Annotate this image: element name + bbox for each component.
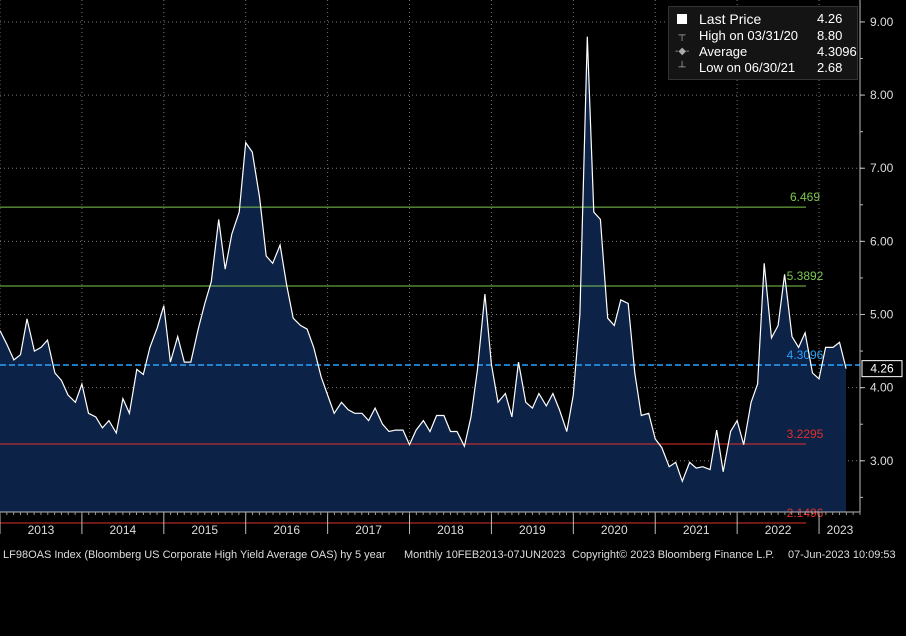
x-tick-label: 2018 xyxy=(437,523,464,537)
line-layer xyxy=(0,36,847,484)
x-tick-label: 2020 xyxy=(601,523,628,537)
y-tick-label: 7.00 xyxy=(870,161,894,175)
legend-average: -◆- Average 4.3096 xyxy=(675,44,857,60)
y-axis: 3.00 4.00 5.00 6.00 7.00 8.00 9.00 4.26 xyxy=(859,0,903,512)
legend-high-value: 8.80 xyxy=(817,28,843,43)
x-tick-label: 2013 xyxy=(28,523,55,537)
x-tick-label: 2014 xyxy=(110,523,137,537)
x-tick-label: 2019 xyxy=(519,523,546,537)
area-layer xyxy=(0,36,847,512)
legend-last-price: Last Price 4.26 xyxy=(675,11,851,27)
legend-square-icon xyxy=(675,11,689,27)
x-tick-label: 2023 xyxy=(827,523,854,537)
legend-last-label: Last Price xyxy=(699,11,762,27)
x-tick-label: 2015 xyxy=(191,523,218,537)
footer: LF98OAS Index (Bloomberg US Corporate Hi… xyxy=(0,546,906,564)
legend-low: ┴ Low on 06/30/21 2.68 xyxy=(675,60,851,76)
footer-copyright: Copyright© 2023 Bloomberg Finance L.P. xyxy=(572,549,775,561)
y-tick-label: 9.00 xyxy=(870,15,894,29)
footer-range: Monthly 10FEB2013-07JUN2023 xyxy=(404,549,566,561)
x-tick-label: 2017 xyxy=(355,523,382,537)
legend-high: ┬ High on 03/31/20 8.80 xyxy=(675,28,851,44)
y-tick-label: 5.00 xyxy=(870,308,894,322)
high-marker-icon: ┬ xyxy=(678,30,686,41)
x-tick-label: 2021 xyxy=(683,523,710,537)
y-tick-label: 3.00 xyxy=(870,454,894,468)
x-tick-label: 2022 xyxy=(765,523,792,537)
footer-ticker: LF98OAS Index (Bloomberg US Corporate Hi… xyxy=(3,549,386,561)
legend: Last Price 4.26 ┬ High on 03/31/20 8.80 … xyxy=(668,6,858,80)
legend-avg-value: 4.3096 xyxy=(817,44,857,59)
y-tick-label: 6.00 xyxy=(870,234,894,248)
reference-label: 5.3892 xyxy=(787,269,824,283)
y-tick-label: 8.00 xyxy=(870,88,894,102)
reference-label: 4.3096 xyxy=(787,348,824,362)
x-axis: 2013 2014 2015 2016 2017 2018 2019 2020 2021 2022… xyxy=(0,511,861,537)
legend-last-value: 4.26 xyxy=(817,11,843,26)
legend-avg-label: Average xyxy=(699,44,748,59)
reference-label: 6.469 xyxy=(790,190,820,204)
legend-low-label: Low on 06/30/21 xyxy=(699,60,796,75)
series-area xyxy=(0,36,847,512)
average-marker-icon: -◆- xyxy=(675,46,690,57)
legend-low-value: 2.68 xyxy=(817,60,843,75)
series-line xyxy=(0,36,847,484)
last-price-label: 4.26 xyxy=(870,362,894,376)
y-tick-label: 4.00 xyxy=(870,381,894,395)
low-marker-icon: ┴ xyxy=(678,62,686,73)
footer-timestamp: 07-Jun-2023 10:09:53 xyxy=(788,549,896,561)
last-price-box xyxy=(861,360,903,378)
legend-high-label: High on 03/31/20 xyxy=(699,28,799,43)
reference-label: 3.2295 xyxy=(787,427,824,441)
x-tick-label: 2016 xyxy=(273,523,300,537)
